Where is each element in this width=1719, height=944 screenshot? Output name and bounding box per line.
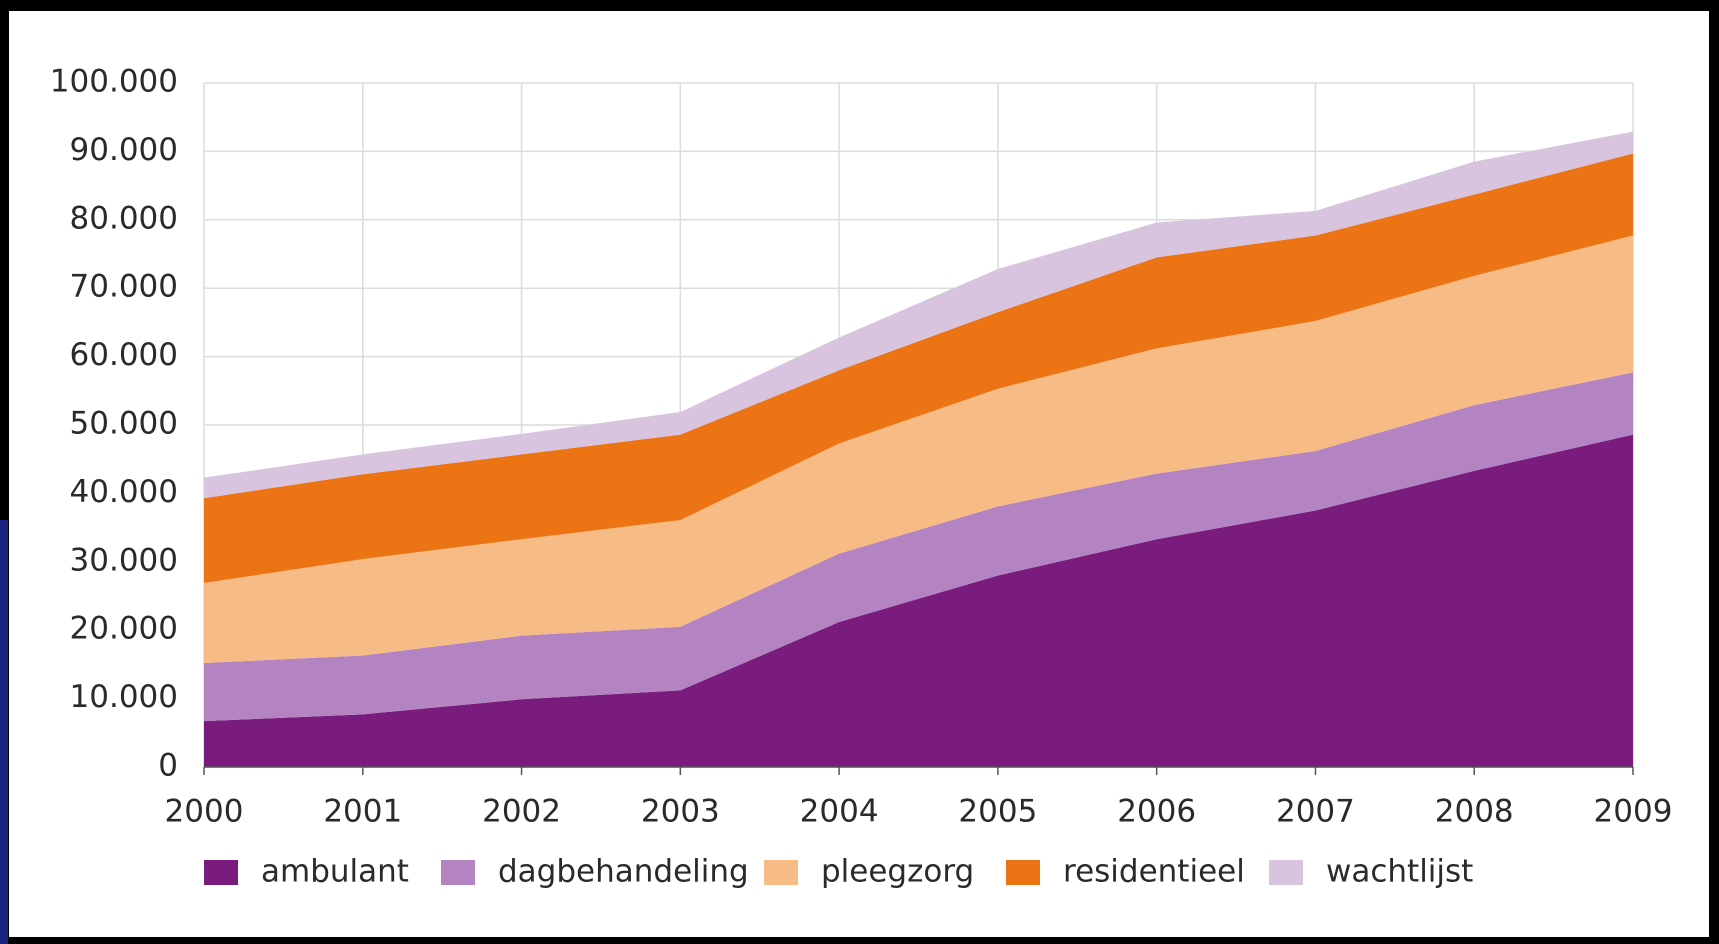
legend-label: dagbehandeling xyxy=(498,854,749,890)
y-tick-label: 60.000 xyxy=(70,337,178,373)
x-tick-label: 2002 xyxy=(482,794,561,830)
legend-label: pleegzorg xyxy=(821,854,974,890)
y-tick-label: 100.000 xyxy=(50,64,178,100)
y-tick-label: 70.000 xyxy=(70,269,178,305)
x-tick-label: 2004 xyxy=(800,794,879,830)
legend-swatch xyxy=(764,860,798,885)
x-tick-label: 2001 xyxy=(323,794,402,830)
y-tick-label: 10.000 xyxy=(70,679,178,715)
area xyxy=(204,235,1633,664)
legend-label: ambulant xyxy=(261,854,409,890)
x-tick-label: 2008 xyxy=(1435,794,1514,830)
x-tick-label: 2009 xyxy=(1594,794,1673,830)
frame-accent xyxy=(0,520,8,944)
area xyxy=(204,372,1633,722)
y-tick-label: 20.000 xyxy=(70,611,178,647)
y-tick-label: 80.000 xyxy=(70,200,178,236)
x-tick-label: 2003 xyxy=(641,794,720,830)
x-tick-label: 2005 xyxy=(958,794,1037,830)
area xyxy=(204,131,1633,499)
legend-swatch xyxy=(204,860,238,885)
legend-swatch xyxy=(1006,860,1040,885)
x-tick-label: 2006 xyxy=(1117,794,1196,830)
area xyxy=(204,153,1633,584)
legend-label: wachtlijst xyxy=(1326,854,1473,890)
y-tick-label: 40.000 xyxy=(70,474,178,510)
y-tick-label: 50.000 xyxy=(70,406,178,442)
y-tick-label: 30.000 xyxy=(70,542,178,578)
x-tick-label: 2007 xyxy=(1276,794,1355,830)
y-tick-label: 0 xyxy=(158,748,178,784)
legend-swatch xyxy=(1269,860,1303,885)
x-tick-label: 2000 xyxy=(165,794,244,830)
legend-swatch xyxy=(441,860,475,885)
y-tick-label: 90.000 xyxy=(70,132,178,168)
legend-label: residentieel xyxy=(1063,854,1245,890)
